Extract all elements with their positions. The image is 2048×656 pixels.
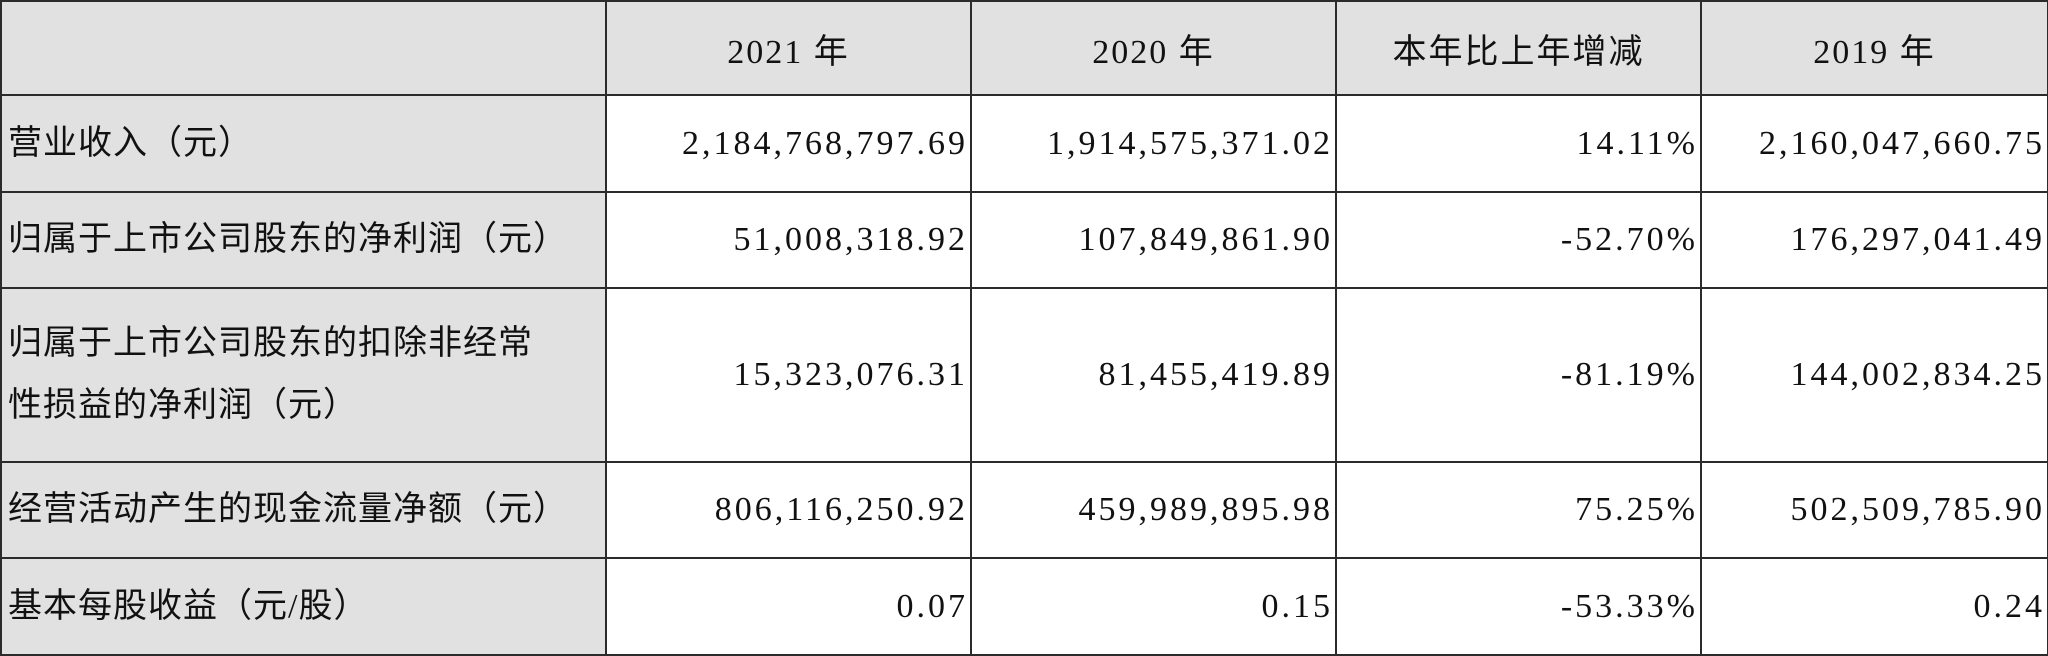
header-row: 2021 年 2020 年本年比上年增减 2019 年 [0, 0, 2048, 96]
value-cell: 51,008,318.92 [605, 191, 972, 289]
corner-cell [0, 0, 607, 96]
column-header: 本年比上年增减 [1335, 0, 1702, 96]
table-row: 基本每股收益（元/股） 0.07 0.15 -53.33% 0.24 [0, 557, 2048, 656]
value-cell: 81,455,419.89 [970, 287, 1337, 463]
table-body: 营业收入（元） 2,184,768,797.69 1,914,575,371.02 1… [0, 94, 2048, 656]
table-row: 归属于上市公司股东的净利润（元） 51,008,318.92 107,849,861… [0, 191, 2048, 289]
value-cell: -81.19% [1335, 287, 1702, 463]
value-cell: 0.15 [970, 557, 1337, 656]
column-header: 2019 年 [1700, 0, 2048, 96]
value-cell: 459,989,895.98 [970, 461, 1337, 559]
value-cell: 176,297,041.49 [1700, 191, 2048, 289]
row-label: 归属于上市公司股东的扣除非经常性损益的净利润（元） [0, 287, 607, 463]
value-cell: 14.11% [1335, 94, 1702, 193]
value-cell: -53.33% [1335, 557, 1702, 656]
column-header: 2020 年 [970, 0, 1337, 96]
value-cell: 107,849,861.90 [970, 191, 1337, 289]
row-label: 经营活动产生的现金流量净额（元） [0, 461, 607, 559]
value-cell: 502,509,785.90 [1700, 461, 2048, 559]
table-row: 营业收入（元） 2,184,768,797.69 1,914,575,371.02 1… [0, 94, 2048, 193]
table-row: 归属于上市公司股东的扣除非经常性损益的净利润（元） 15,323,076.31 81… [0, 287, 2048, 463]
value-cell: 806,116,250.92 [605, 461, 972, 559]
value-cell: 144,002,834.25 [1700, 287, 2048, 463]
column-header: 2021 年 [605, 0, 972, 96]
value-cell: -52.70% [1335, 191, 1702, 289]
value-cell: 2,184,768,797.69 [605, 94, 972, 193]
value-cell: 1,914,575,371.02 [970, 94, 1337, 193]
value-cell: 75.25% [1335, 461, 1702, 559]
value-cell: 0.24 [1700, 557, 2048, 656]
value-cell: 2,160,047,660.75 [1700, 94, 2048, 193]
row-label: 基本每股收益（元/股） [0, 557, 607, 656]
row-label: 营业收入（元） [0, 94, 607, 193]
value-cell: 15,323,076.31 [605, 287, 972, 463]
table-row: 经营活动产生的现金流量净额（元） 806,116,250.92 459,989,89… [0, 461, 2048, 559]
row-label: 归属于上市公司股东的净利润（元） [0, 191, 607, 289]
value-cell: 0.07 [605, 557, 972, 656]
